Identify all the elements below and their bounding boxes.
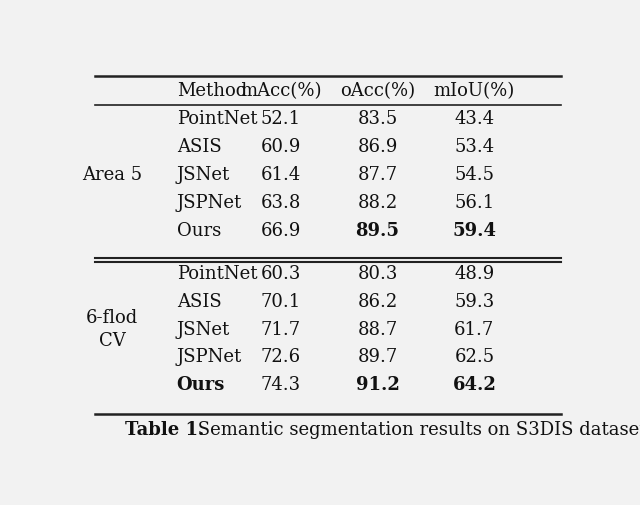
- Text: 61.7: 61.7: [454, 321, 495, 338]
- Text: 6-flod
CV: 6-flod CV: [86, 309, 138, 350]
- Text: 74.3: 74.3: [261, 376, 301, 394]
- Text: JSPNet: JSPNet: [177, 348, 242, 367]
- Text: mAcc(%): mAcc(%): [240, 82, 322, 100]
- Text: 52.1: 52.1: [261, 110, 301, 128]
- Text: Semantic segmentation results on S3DIS dataset.: Semantic segmentation results on S3DIS d…: [191, 421, 640, 439]
- Text: PointNet: PointNet: [177, 110, 257, 128]
- Text: 70.1: 70.1: [260, 293, 301, 311]
- Text: PointNet: PointNet: [177, 265, 257, 283]
- Text: 60.3: 60.3: [260, 265, 301, 283]
- Text: 63.8: 63.8: [260, 194, 301, 212]
- Text: 64.2: 64.2: [452, 376, 496, 394]
- Text: 89.7: 89.7: [358, 348, 397, 367]
- Text: ASIS: ASIS: [177, 293, 221, 311]
- Text: 71.7: 71.7: [261, 321, 301, 338]
- Text: 72.6: 72.6: [261, 348, 301, 367]
- Text: Method: Method: [177, 82, 247, 100]
- Text: 88.7: 88.7: [358, 321, 397, 338]
- Text: 61.4: 61.4: [260, 166, 301, 184]
- Text: 59.3: 59.3: [454, 293, 495, 311]
- Text: 86.2: 86.2: [358, 293, 397, 311]
- Text: Table 1.: Table 1.: [125, 421, 204, 439]
- Text: 66.9: 66.9: [260, 222, 301, 240]
- Text: 91.2: 91.2: [356, 376, 399, 394]
- Text: JSNet: JSNet: [177, 321, 230, 338]
- Text: 83.5: 83.5: [358, 110, 397, 128]
- Text: 59.4: 59.4: [452, 222, 497, 240]
- Text: 87.7: 87.7: [358, 166, 397, 184]
- Text: JSNet: JSNet: [177, 166, 230, 184]
- Text: ASIS: ASIS: [177, 138, 221, 156]
- Text: 43.4: 43.4: [454, 110, 494, 128]
- Text: Area 5: Area 5: [82, 166, 142, 184]
- Text: 62.5: 62.5: [454, 348, 494, 367]
- Text: 60.9: 60.9: [260, 138, 301, 156]
- Text: Ours: Ours: [177, 376, 225, 394]
- Text: 80.3: 80.3: [357, 265, 398, 283]
- Text: 86.9: 86.9: [357, 138, 398, 156]
- Text: 88.2: 88.2: [358, 194, 397, 212]
- Text: JSPNet: JSPNet: [177, 194, 242, 212]
- Text: 48.9: 48.9: [454, 265, 495, 283]
- Text: 56.1: 56.1: [454, 194, 495, 212]
- Text: 54.5: 54.5: [454, 166, 494, 184]
- Text: Ours: Ours: [177, 222, 221, 240]
- Text: 53.4: 53.4: [454, 138, 494, 156]
- Text: mIoU(%): mIoU(%): [434, 82, 515, 100]
- Text: 89.5: 89.5: [356, 222, 399, 240]
- Text: oAcc(%): oAcc(%): [340, 82, 415, 100]
